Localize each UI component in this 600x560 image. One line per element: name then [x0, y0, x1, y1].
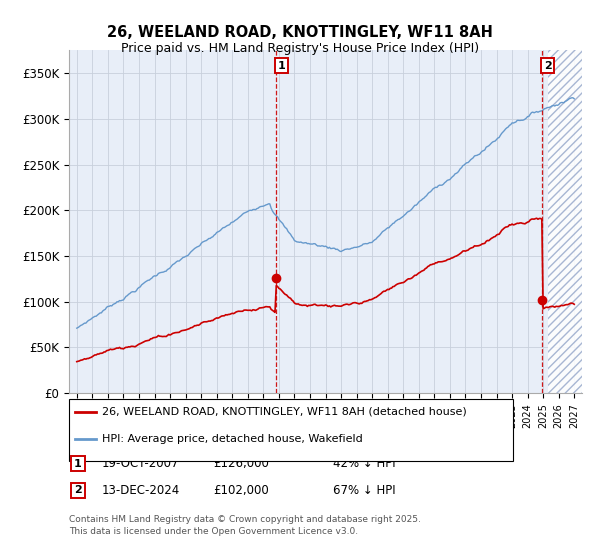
Text: 1: 1 [74, 459, 82, 469]
26, WEELAND ROAD, KNOTTINGLEY, WF11 8AH (detached house) [117, 345, 124, 352]
HPI: Average price, detached house, Wakefield: (2e+03, 7.94e+04): Average price, detached house, Wakefield… [85, 317, 92, 324]
Text: 13-DEC-2024: 13-DEC-2024 [102, 484, 180, 497]
Text: 26, WEELAND ROAD, KNOTTINGLEY, WF11 8AH (detached house): 26, WEELAND ROAD, KNOTTINGLEY, WF11 8AH … [102, 407, 467, 417]
Text: This data is licensed under the Open Government Licence v3.0.: This data is licensed under the Open Gov… [69, 527, 358, 536]
Line: 26, WEELAND ROAD, KNOTTINGLEY, WF11 8AH (detached house): 26, WEELAND ROAD, KNOTTINGLEY, WF11 8AH … [77, 218, 574, 362]
HPI: Average price, detached house, Wakefield: (2.03e+03, 3.23e+05): Average price, detached house, Wakefield… [569, 95, 577, 101]
26, WEELAND ROAD, KNOTTINGLEY, WF11 8AH (detached house) [419, 267, 426, 274]
HPI: Average price, detached house, Wakefield: (2.01e+03, 1.87e+05): Average price, detached house, Wakefield… [278, 219, 285, 226]
Text: Contains HM Land Registry data © Crown copyright and database right 2025.: Contains HM Land Registry data © Crown c… [69, 515, 421, 524]
Text: £126,000: £126,000 [213, 457, 269, 470]
Text: 2: 2 [74, 486, 82, 496]
Bar [548, 50, 582, 393]
26, WEELAND ROAD, KNOTTINGLEY, WF11 8AH (detached house) [533, 215, 540, 222]
HPI: Average price, detached house, Wakefield: (2.01e+03, 1.55e+05): Average price, detached house, Wakefield… [336, 248, 343, 254]
Text: 2: 2 [544, 60, 551, 71]
HPI: Average price, detached house, Wakefield: (2e+03, 7.1e+04): Average price, detached house, Wakefield… [73, 325, 80, 332]
26, WEELAND ROAD, KNOTTINGLEY, WF11 8AH (detached house) [85, 355, 92, 362]
Text: 42% ↓ HPI: 42% ↓ HPI [333, 457, 395, 470]
HPI: Average price, detached house, Wakefield: (2.02e+03, 2.12e+05): Average price, detached house, Wakefield… [419, 195, 426, 202]
Text: 19-OCT-2007: 19-OCT-2007 [102, 457, 179, 470]
26, WEELAND ROAD, KNOTTINGLEY, WF11 8AH (detached house) [278, 287, 285, 293]
26, WEELAND ROAD, KNOTTINGLEY, WF11 8AH (detached house) [404, 276, 411, 283]
Text: 67% ↓ HPI: 67% ↓ HPI [333, 484, 395, 497]
Text: HPI: Average price, detached house, Wakefield: HPI: Average price, detached house, Wake… [102, 434, 363, 444]
26, WEELAND ROAD, KNOTTINGLEY, WF11 8AH (detached house) [73, 358, 80, 365]
HPI: Average price, detached house, Wakefield: (2.02e+03, 1.98e+05): Average price, detached house, Wakefield… [404, 209, 411, 216]
Text: £102,000: £102,000 [213, 484, 269, 497]
Text: 1: 1 [277, 60, 285, 71]
26, WEELAND ROAD, KNOTTINGLEY, WF11 8AH (detached house) [336, 303, 343, 310]
HPI: Average price, detached house, Wakefield: (2e+03, 1.01e+05): Average price, detached house, Wakefield… [117, 297, 124, 304]
Text: 26, WEELAND ROAD, KNOTTINGLEY, WF11 8AH: 26, WEELAND ROAD, KNOTTINGLEY, WF11 8AH [107, 25, 493, 40]
HPI: Average price, detached house, Wakefield: (2.03e+03, 3.22e+05): Average price, detached house, Wakefield… [571, 95, 578, 102]
Text: Price paid vs. HM Land Registry's House Price Index (HPI): Price paid vs. HM Land Registry's House … [121, 42, 479, 55]
Line: HPI: Average price, detached house, Wakefield: HPI: Average price, detached house, Wake… [77, 98, 574, 328]
26, WEELAND ROAD, KNOTTINGLEY, WF11 8AH (detached house) [571, 301, 578, 307]
